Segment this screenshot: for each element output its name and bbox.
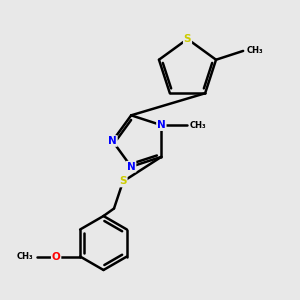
Text: CH₃: CH₃ — [190, 121, 206, 130]
Text: N: N — [108, 136, 117, 146]
Text: O: O — [52, 251, 61, 262]
Text: S: S — [184, 34, 191, 44]
Text: N: N — [157, 120, 166, 130]
Text: CH₃: CH₃ — [246, 46, 263, 56]
Text: CH₃: CH₃ — [17, 252, 34, 261]
Text: S: S — [119, 176, 127, 187]
Text: N: N — [127, 162, 136, 172]
